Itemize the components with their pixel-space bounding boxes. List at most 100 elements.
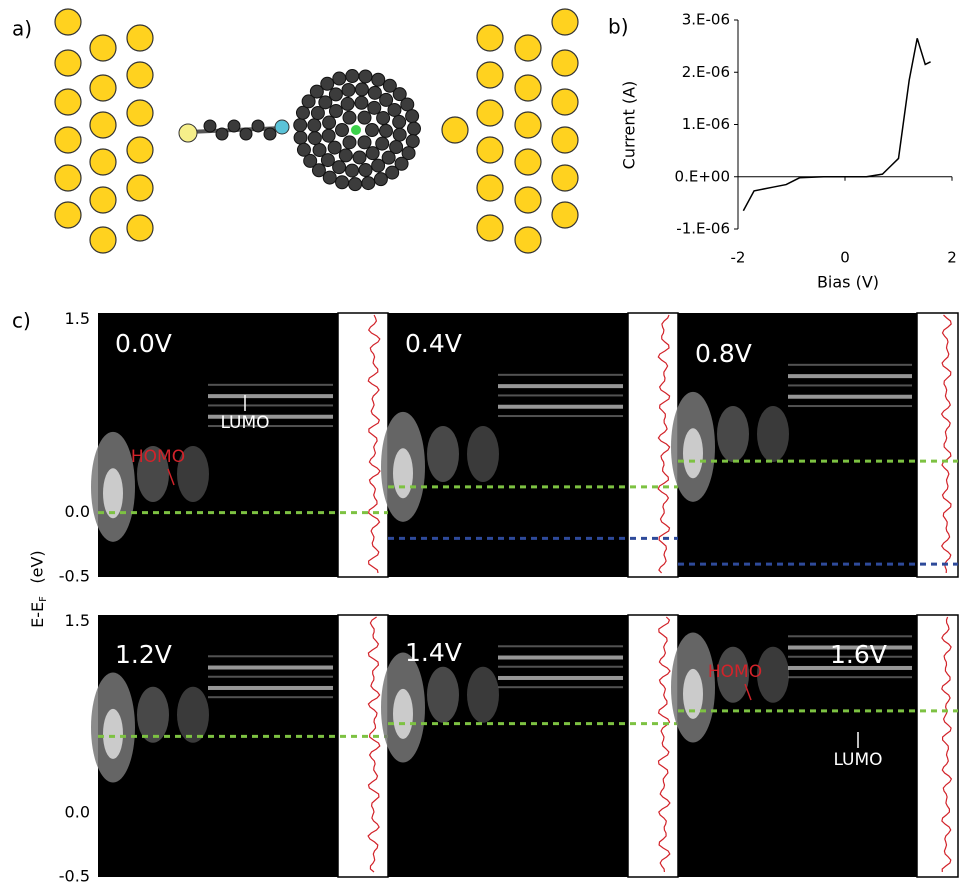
gold-atom xyxy=(477,215,503,241)
carbon-atom xyxy=(377,112,390,125)
gold-atom xyxy=(55,89,81,115)
y-tick-label: -0.5 xyxy=(59,567,90,586)
ldos-blob xyxy=(757,406,789,462)
gold-atom xyxy=(90,227,116,253)
ldos-band xyxy=(498,656,623,660)
ldos-band xyxy=(208,404,333,406)
ldos-band xyxy=(498,686,623,688)
carbon-atom xyxy=(346,164,359,177)
gold-atom xyxy=(552,202,578,228)
carbon-atom xyxy=(362,177,375,190)
ldos-blob xyxy=(103,709,123,759)
dos-strip xyxy=(338,313,388,577)
carbon-atom xyxy=(359,164,372,177)
carbon-atom xyxy=(328,141,341,154)
carbon-atom xyxy=(342,83,355,96)
carbon-atom xyxy=(329,88,342,101)
ldos-band xyxy=(498,394,623,396)
gold-atom xyxy=(552,127,578,153)
x-tick-label: 0 xyxy=(840,249,850,267)
ldos-band xyxy=(208,384,333,386)
carbon-atom xyxy=(297,143,310,156)
s-atom xyxy=(179,124,197,142)
carbon-atom xyxy=(393,115,406,128)
ldos-band xyxy=(208,686,333,690)
gold-atom xyxy=(515,227,541,253)
carbon-atom xyxy=(368,101,381,114)
gold-atom xyxy=(515,112,541,138)
carbon-atom xyxy=(308,132,321,145)
y-tick-label: 1.5 xyxy=(65,611,90,630)
carbon-atom xyxy=(204,120,216,132)
x-tick-label: 2 xyxy=(947,249,957,267)
iv-line xyxy=(743,38,930,210)
carbon-atom xyxy=(406,110,419,123)
carbon-atom xyxy=(341,97,354,110)
x-tick-label: -2 xyxy=(731,249,746,267)
gold-atom xyxy=(127,175,153,201)
gold-atom xyxy=(515,149,541,175)
panel-label: a) xyxy=(12,17,32,41)
ldos-band xyxy=(498,666,623,668)
ldos-band xyxy=(788,364,912,366)
y-tick-label: -1.E-06 xyxy=(676,220,730,238)
carbon-atom xyxy=(333,161,346,174)
ldos-band xyxy=(498,384,623,388)
dos-strip xyxy=(628,615,678,877)
carbon-atom xyxy=(333,72,346,85)
carbon-atom xyxy=(323,116,336,129)
carbon-atom xyxy=(407,122,420,135)
figure: a) b) c) -1.E-060.E+001.E-062.E-063.E-06… xyxy=(0,0,959,884)
gold-atom xyxy=(55,127,81,153)
carbon-atom xyxy=(388,103,401,116)
ldos-blob xyxy=(103,468,123,518)
carbon-atom xyxy=(336,124,349,137)
gold-atom xyxy=(127,25,153,51)
ldos-blob xyxy=(137,687,169,743)
ldos-blob xyxy=(177,687,209,743)
carbon-atom xyxy=(349,178,362,191)
ldos-blob xyxy=(717,406,749,462)
carbon-atom xyxy=(240,128,252,140)
dos-strip xyxy=(338,615,388,877)
gold-atom xyxy=(515,75,541,101)
gold-atom xyxy=(90,35,116,61)
gold-atom xyxy=(127,215,153,241)
carbon-atom xyxy=(264,128,276,140)
gold-atom xyxy=(442,117,468,143)
gold-atom xyxy=(477,175,503,201)
panel-label: b) xyxy=(608,15,629,39)
gold-atom xyxy=(552,165,578,191)
ldos-band xyxy=(788,374,912,378)
carbon-atom xyxy=(252,120,264,132)
gold-atom xyxy=(552,89,578,115)
annotation: HOMO xyxy=(708,662,762,682)
carbon-atom xyxy=(374,173,387,186)
carbon-atom xyxy=(308,119,321,132)
gold-atom xyxy=(127,137,153,163)
carbon-atom xyxy=(322,129,335,142)
y-tick-label: 0.E+00 xyxy=(675,167,730,185)
bias-label: 0.8V xyxy=(695,339,752,368)
y-tick-label: 0.0 xyxy=(65,502,90,521)
ylabel-sub: F xyxy=(38,596,49,602)
panel-label: c) xyxy=(12,309,31,333)
ldos-blob xyxy=(467,426,499,482)
y-axis-label: Current (A) xyxy=(620,81,639,170)
gold-atom xyxy=(55,50,81,76)
carbon-atom xyxy=(393,128,406,141)
dos-strip xyxy=(917,313,958,577)
gold-atom xyxy=(127,100,153,126)
bias-label: 1.4V xyxy=(405,638,462,667)
carbon-atom xyxy=(294,131,307,144)
carbon-atom xyxy=(379,124,392,137)
ldos-y-label: E-EF xyxy=(28,596,50,628)
ldos-blob xyxy=(467,667,499,723)
y-tick-label: 0.0 xyxy=(65,803,90,822)
carbon-atom xyxy=(366,124,379,137)
carbon-atom xyxy=(321,77,334,90)
ldos-band xyxy=(208,676,333,678)
gold-atom xyxy=(55,165,81,191)
carbon-atom xyxy=(372,73,385,86)
center-atom xyxy=(351,125,361,135)
